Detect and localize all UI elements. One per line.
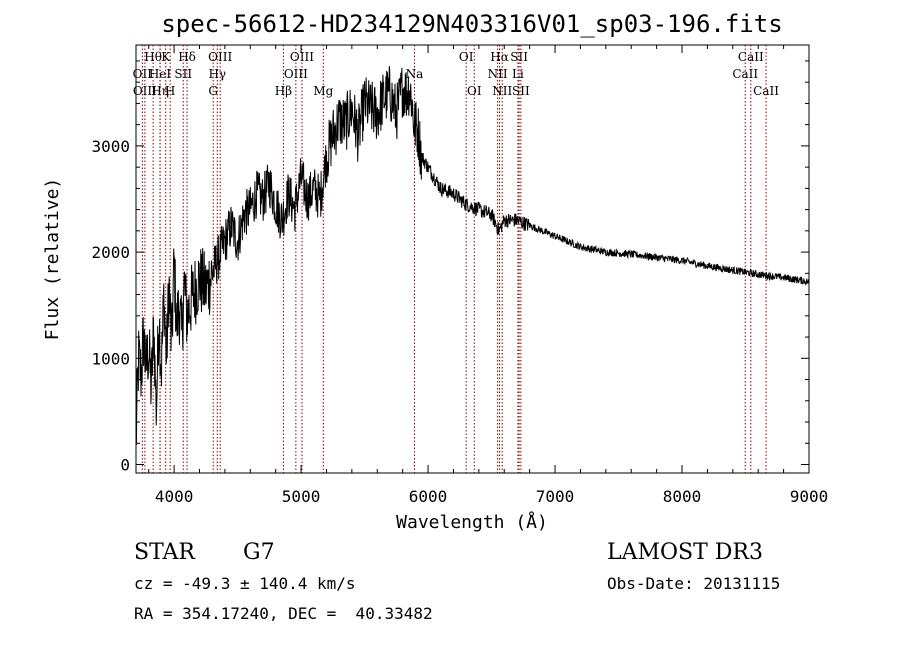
spectral-line-markers	[141, 45, 767, 473]
spectral-line-label: NII	[492, 84, 512, 98]
spectral-line-labels: OII OIII Hθ HeI Hη K H SII Hδ G Hγ OIII Hβ OIII OIII Mg…	[133, 50, 780, 98]
x-axis: 4000 5000 6000 7000 8000 9000	[148, 45, 829, 506]
survey-release: LAMOST DR3	[607, 540, 763, 565]
spectral-line-label: OIII	[290, 50, 314, 64]
spectral-line-label: SII	[174, 67, 192, 81]
spectral-line-label: SII	[512, 84, 530, 98]
spectral-line-label: Mg	[313, 84, 333, 98]
x-tick-label: 4000	[155, 487, 194, 506]
spectral-line-label: CaII	[732, 67, 758, 81]
x-tick-label: 7000	[536, 487, 575, 506]
spectral-line-label: OIII	[133, 84, 157, 98]
spectral-line-label: G	[208, 84, 218, 98]
cz-velocity: cz = -49.3 ± 140.4 km/s	[134, 574, 356, 593]
spectral-line-label: OI	[459, 50, 474, 64]
y-tick-label: 0	[120, 456, 130, 475]
y-axis: 0 1000 2000 3000	[91, 60, 809, 475]
plot-frame	[135, 44, 810, 474]
spectral-line-label: CaII	[738, 50, 764, 64]
y-axis-label: Flux (relative)	[42, 178, 63, 341]
spectral-line-label: HeI	[149, 67, 172, 81]
spectral-line-label: Hγ	[208, 67, 226, 81]
spectral-line-label: Hθ	[144, 50, 162, 64]
coordinates: RA = 354.17240, DEC = 40.33482	[134, 604, 433, 623]
spectral-line-label: OIII	[208, 50, 232, 64]
y-tick-label: 2000	[91, 243, 130, 262]
x-tick-label: 6000	[409, 487, 448, 506]
spectral-line-label: Hα	[490, 50, 509, 64]
chart-title: spec-56612-HD234129N403316V01_sp03-196.f…	[161, 10, 782, 38]
spectral-line-label: OIII	[284, 67, 308, 81]
obs-date: Obs-Date: 20131115	[607, 574, 781, 593]
spectral-line-label: CaII	[753, 84, 779, 98]
spectral-line-label: Hδ	[178, 50, 196, 64]
spectral-line-label: Li	[512, 67, 524, 81]
spectral-line-label: OII	[133, 67, 153, 81]
flux-series-line	[135, 66, 810, 446]
x-tick-label: 9000	[790, 487, 829, 506]
x-tick-label: 8000	[663, 487, 702, 506]
object-class: STAR	[134, 540, 195, 565]
object-subclass: G7	[243, 540, 275, 565]
y-tick-label: 3000	[91, 137, 130, 156]
spectral-line-label: Na	[406, 67, 424, 81]
spectral-line-label: Hη	[151, 84, 169, 98]
spectral-line-label: SII	[510, 50, 528, 64]
spectral-line-label: H	[165, 84, 175, 98]
spectral-line-label: NII	[488, 67, 508, 81]
spectral-line-label: OI	[467, 84, 482, 98]
x-axis-label: Wavelength (Å)	[396, 511, 548, 533]
y-tick-label: 1000	[91, 349, 130, 368]
spectral-line-label: K	[161, 50, 171, 64]
x-tick-label: 5000	[282, 487, 321, 506]
spectral-line-label: Hβ	[275, 84, 292, 98]
